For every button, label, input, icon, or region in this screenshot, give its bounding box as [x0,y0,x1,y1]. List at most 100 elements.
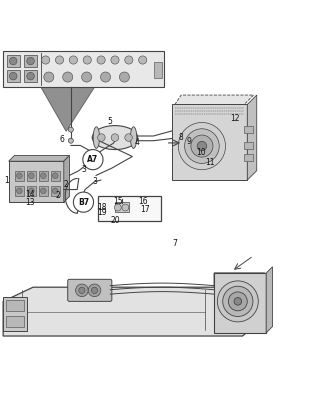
Bar [6,300,24,311]
Text: 3: 3 [81,165,86,174]
Circle shape [44,72,54,82]
Bar [24,70,37,82]
Circle shape [40,188,46,194]
Circle shape [52,173,58,179]
Bar [7,70,20,82]
Circle shape [223,286,253,316]
Circle shape [40,173,46,179]
Bar [51,171,60,181]
Circle shape [17,173,22,179]
Bar [154,62,162,78]
Bar [244,126,253,133]
Circle shape [69,56,77,64]
Circle shape [79,287,85,293]
Circle shape [100,72,111,82]
Circle shape [125,56,133,64]
Circle shape [68,127,73,132]
Circle shape [217,281,258,322]
Circle shape [76,284,88,297]
Bar [3,297,27,331]
Text: 17: 17 [140,205,150,214]
Circle shape [9,72,17,80]
Circle shape [91,287,98,293]
Circle shape [55,56,64,64]
Bar [7,55,20,67]
Bar [244,142,253,148]
Circle shape [42,56,50,64]
Text: 9: 9 [186,137,192,146]
Bar [15,171,24,181]
Bar [27,186,36,196]
Circle shape [234,298,242,305]
Circle shape [29,188,34,194]
Circle shape [197,141,207,151]
Text: 15: 15 [113,197,123,206]
Polygon shape [172,105,247,180]
Bar [51,186,60,196]
Circle shape [17,188,22,194]
Text: 10: 10 [196,148,206,157]
Text: 11: 11 [205,158,215,167]
Text: 20: 20 [110,216,120,225]
Circle shape [9,57,17,65]
Text: 4: 4 [135,138,140,147]
Bar [244,154,253,161]
Text: 2: 2 [64,180,69,189]
Bar [115,202,129,212]
Text: 1: 1 [4,176,9,185]
Text: 18: 18 [98,203,107,212]
Circle shape [122,204,129,211]
Circle shape [29,173,34,179]
Ellipse shape [92,126,138,150]
FancyBboxPatch shape [68,279,112,301]
Text: 13: 13 [25,198,35,207]
Polygon shape [3,273,265,336]
Circle shape [191,135,213,157]
Text: 7: 7 [172,238,177,248]
Circle shape [111,134,119,141]
Polygon shape [247,95,257,180]
Circle shape [119,72,129,82]
Text: 16: 16 [139,197,148,206]
Circle shape [114,204,121,211]
Ellipse shape [130,127,137,148]
Circle shape [27,72,34,80]
Circle shape [111,56,119,64]
Circle shape [178,123,226,170]
Text: A7: A7 [87,155,99,164]
Circle shape [52,188,58,194]
Text: 5: 5 [107,117,112,126]
Text: B7: B7 [78,198,89,207]
Circle shape [97,56,105,64]
Bar [39,171,48,181]
Bar [15,186,24,196]
Circle shape [139,56,147,64]
Bar [98,197,161,221]
Circle shape [90,150,95,155]
Polygon shape [9,156,69,161]
Circle shape [68,138,73,143]
Circle shape [88,284,101,297]
Text: 19: 19 [98,208,107,217]
Polygon shape [64,156,69,202]
Polygon shape [41,87,94,131]
Polygon shape [175,95,254,105]
Text: 12: 12 [230,114,239,123]
Text: 14: 14 [25,190,35,199]
Text: 8: 8 [179,133,184,142]
Ellipse shape [93,127,100,148]
Bar [39,186,48,196]
Circle shape [83,56,91,64]
Text: 6: 6 [60,135,65,144]
Circle shape [98,134,105,141]
Text: 2: 2 [56,191,61,200]
Bar [6,316,24,327]
Circle shape [125,134,132,141]
Circle shape [63,72,73,82]
Polygon shape [9,161,64,202]
Circle shape [27,57,34,65]
Circle shape [82,72,92,82]
Bar [24,55,37,67]
Polygon shape [214,273,266,333]
Polygon shape [266,267,272,333]
